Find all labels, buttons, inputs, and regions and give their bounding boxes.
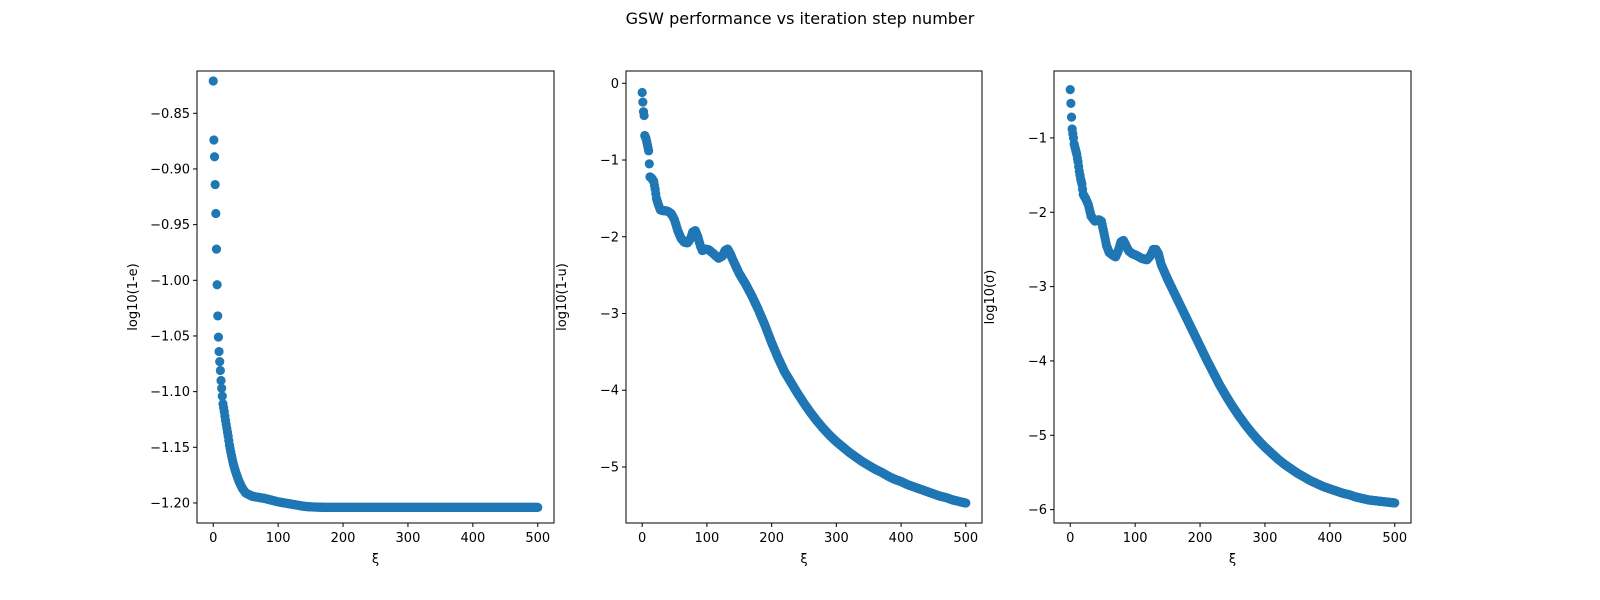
y-tick-label: −2 (1028, 206, 1047, 221)
x-tick-label: 300 (824, 531, 849, 546)
x-tick-label: 100 (694, 531, 719, 546)
data-point (212, 280, 222, 290)
y-tick-label: −1.10 (150, 385, 190, 400)
data-point (209, 152, 220, 162)
data-point (210, 179, 220, 190)
series-sigma-points (1065, 84, 1400, 508)
data-point (1066, 98, 1076, 108)
y-axis-label: log10(σ) (983, 270, 998, 325)
x-tick-label: 300 (396, 531, 421, 546)
y-tick-label: −1.00 (150, 274, 190, 289)
y-tick-label: −5 (1028, 429, 1047, 444)
x-tick-label: 0 (1066, 531, 1074, 546)
x-tick-label: 500 (953, 531, 978, 546)
y-tick-label: −1.20 (150, 496, 190, 511)
y-tick-label: −0.95 (150, 218, 190, 233)
y-tick-label: −2 (600, 230, 619, 245)
x-axis-label: ξ (372, 552, 379, 567)
data-point (637, 87, 647, 98)
data-point (216, 375, 226, 386)
x-tick-label: 0 (638, 531, 646, 546)
data-point (961, 498, 971, 508)
y-tick-label: −1.15 (150, 441, 190, 456)
x-tick-label: 200 (759, 531, 784, 546)
series-1u-points (637, 87, 971, 508)
y-tick-label: −3 (600, 307, 619, 322)
y-axis-label: log10(1-u) (555, 263, 570, 331)
y-tick-label: 0 (611, 77, 619, 92)
y-tick-label: −1.05 (150, 329, 190, 344)
y-tick-label: −4 (1028, 354, 1047, 369)
axes-frame (625, 70, 983, 524)
figure-title: GSW performance vs iteration step number (625, 9, 975, 28)
y-tick-label: −1 (600, 154, 619, 169)
data-point (211, 208, 221, 219)
x-tick-label: 100 (266, 531, 291, 546)
series-1e-points (208, 76, 543, 513)
data-point (644, 159, 654, 169)
x-tick-label: 500 (525, 531, 550, 546)
data-point (208, 76, 218, 86)
subplot-1u: 0 100 200 300 400 500 −5 −4 −3 −2 −1 0 ξ log10(1-u) (555, 70, 983, 567)
y-tick-label: −3 (1028, 280, 1047, 295)
y-tick-label: −4 (600, 384, 619, 399)
data-point (1390, 498, 1400, 508)
x-tick-label: 500 (1382, 531, 1407, 546)
subplot-sigma: 0 100 200 300 400 500 −6 −5 −4 −3 −2 −1 ξ log10(σ) (983, 70, 1412, 567)
x-tick-label: 0 (209, 531, 217, 546)
x-tick-label: 300 (1253, 531, 1278, 546)
y-tick-label: −6 (1028, 503, 1047, 518)
x-tick-label: 400 (889, 531, 914, 546)
data-point (217, 391, 227, 401)
x-axis-label: ξ (1229, 552, 1236, 567)
data-point (639, 110, 649, 121)
data-point (533, 502, 543, 513)
subplot-1e: 0 100 200 300 400 500 −1.20 −1.15 −1.10 −1.05 −1.0… (126, 70, 555, 567)
axes-frame (1053, 70, 1412, 524)
x-tick-label: 100 (1123, 531, 1148, 546)
y-tick-label: −0.90 (150, 162, 190, 177)
x-tick-label: 200 (331, 531, 356, 546)
data-point (215, 356, 225, 367)
x-tick-label: 400 (1317, 531, 1342, 546)
y-tick-label: −1 (1028, 131, 1047, 146)
y-tick-label: −5 (600, 460, 619, 475)
data-point (209, 135, 219, 145)
x-axis-label: ξ (800, 552, 807, 567)
y-tick-label: −0.85 (150, 107, 190, 122)
data-point (644, 146, 654, 156)
axes-frame (196, 70, 555, 524)
data-point (213, 311, 223, 321)
data-point (214, 346, 224, 357)
data-point (1066, 112, 1077, 122)
data-point (638, 97, 648, 107)
y-axis-label: log10(1-e) (126, 263, 141, 330)
data-point (215, 365, 225, 376)
data-point (211, 244, 222, 254)
data-point (1065, 84, 1075, 95)
x-tick-label: 400 (460, 531, 485, 546)
data-point (217, 383, 227, 393)
data-point (213, 332, 224, 342)
x-tick-label: 200 (1188, 531, 1213, 546)
